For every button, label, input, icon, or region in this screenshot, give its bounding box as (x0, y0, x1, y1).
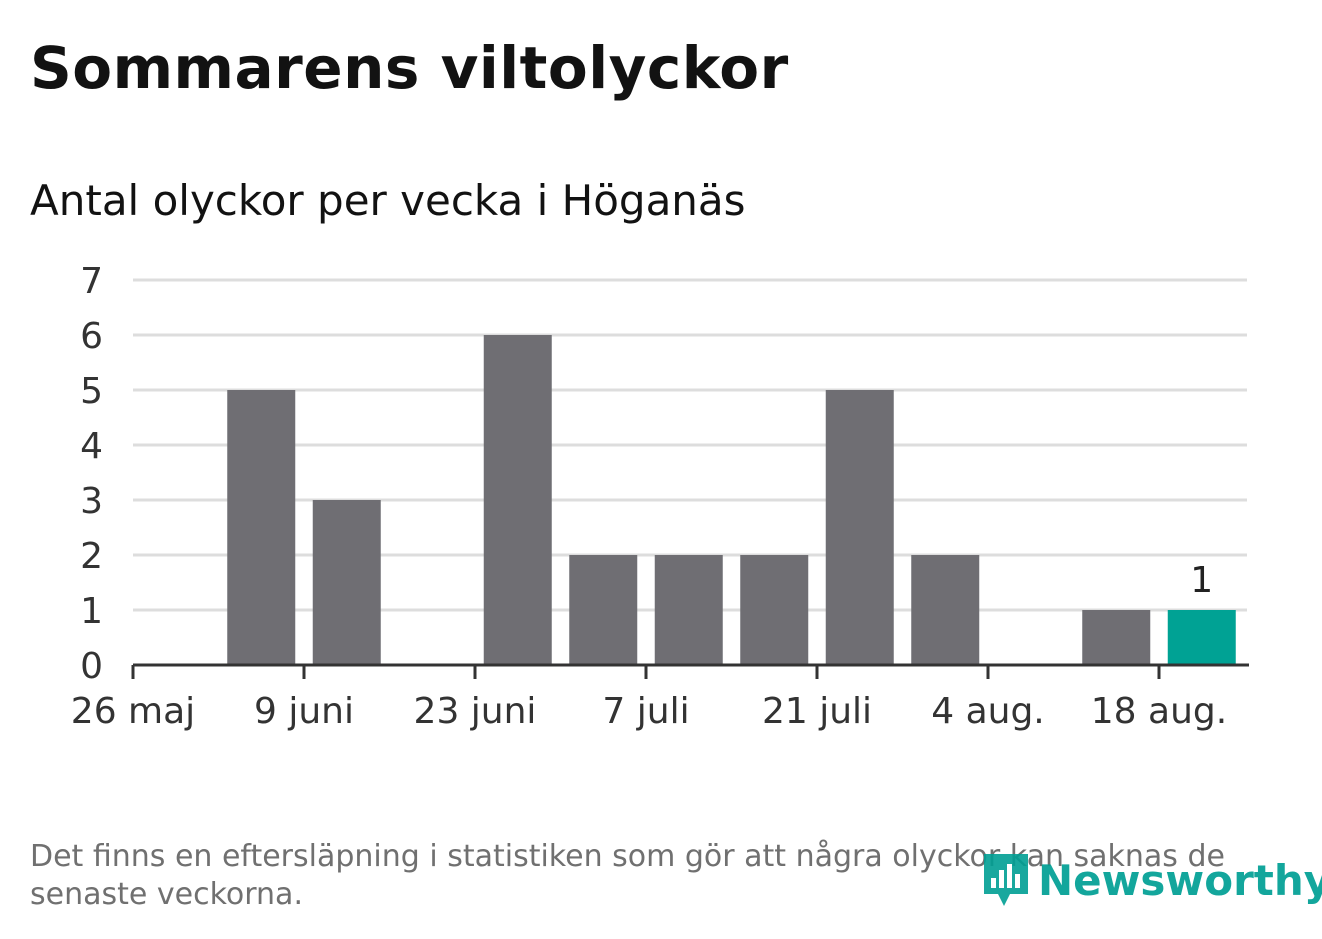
x-tick-label: 4 aug. (931, 691, 1045, 732)
bar-chart: 0 1 2 3 4 5 6 7 26 maj 9 juni 23 juni 7 juli 21 jul… (71, 261, 1249, 732)
y-tick-label: 6 (80, 316, 103, 357)
bar-18-aug- (1167, 610, 1236, 665)
y-tick-label: 3 (80, 481, 103, 522)
y-tick-label: 4 (80, 426, 103, 467)
bar-2-juni (227, 390, 296, 665)
x-tick-label: 23 juni (414, 691, 537, 732)
x-tick-label: 26 maj (71, 691, 195, 732)
newsworthy-logo: Newsworthy (980, 850, 1322, 910)
y-tick-label: 0 (80, 646, 103, 687)
bar-7-juli (654, 555, 723, 665)
bar-11-aug- (1082, 610, 1151, 665)
bar-14-juli (740, 555, 809, 665)
bar-30-juni (569, 555, 638, 665)
data-labels: 1 (1190, 560, 1213, 601)
bar-21-juli (825, 390, 894, 665)
chart-subtitle: Antal olyckor per vecka i Höganäs (30, 176, 746, 225)
x-tick-label: 18 aug. (1091, 691, 1227, 732)
bar-28-juli (911, 555, 980, 665)
chart-title: Sommarens viltolyckor (30, 34, 789, 102)
y-tick-label: 2 (80, 536, 103, 577)
logo-text: Newsworthy (1038, 855, 1322, 905)
x-tick-label: 7 juli (602, 691, 689, 732)
logo-icon (984, 854, 1028, 906)
bar-23-juni (483, 335, 552, 665)
x-tick-label: 21 juli (762, 691, 872, 732)
y-axis-ticks: 0 1 2 3 4 5 6 7 (80, 261, 103, 687)
bar-9-juni (312, 500, 381, 665)
y-tick-label: 1 (80, 591, 103, 632)
y-tick-label: 7 (80, 261, 103, 302)
y-tick-label: 5 (80, 371, 103, 412)
bars (227, 335, 1236, 665)
data-label: 1 (1190, 560, 1213, 601)
x-tick-label: 9 juni (254, 691, 354, 732)
x-axis: 26 maj 9 juni 23 juni 7 juli 21 juli 4 aug. 18… (71, 663, 1249, 732)
